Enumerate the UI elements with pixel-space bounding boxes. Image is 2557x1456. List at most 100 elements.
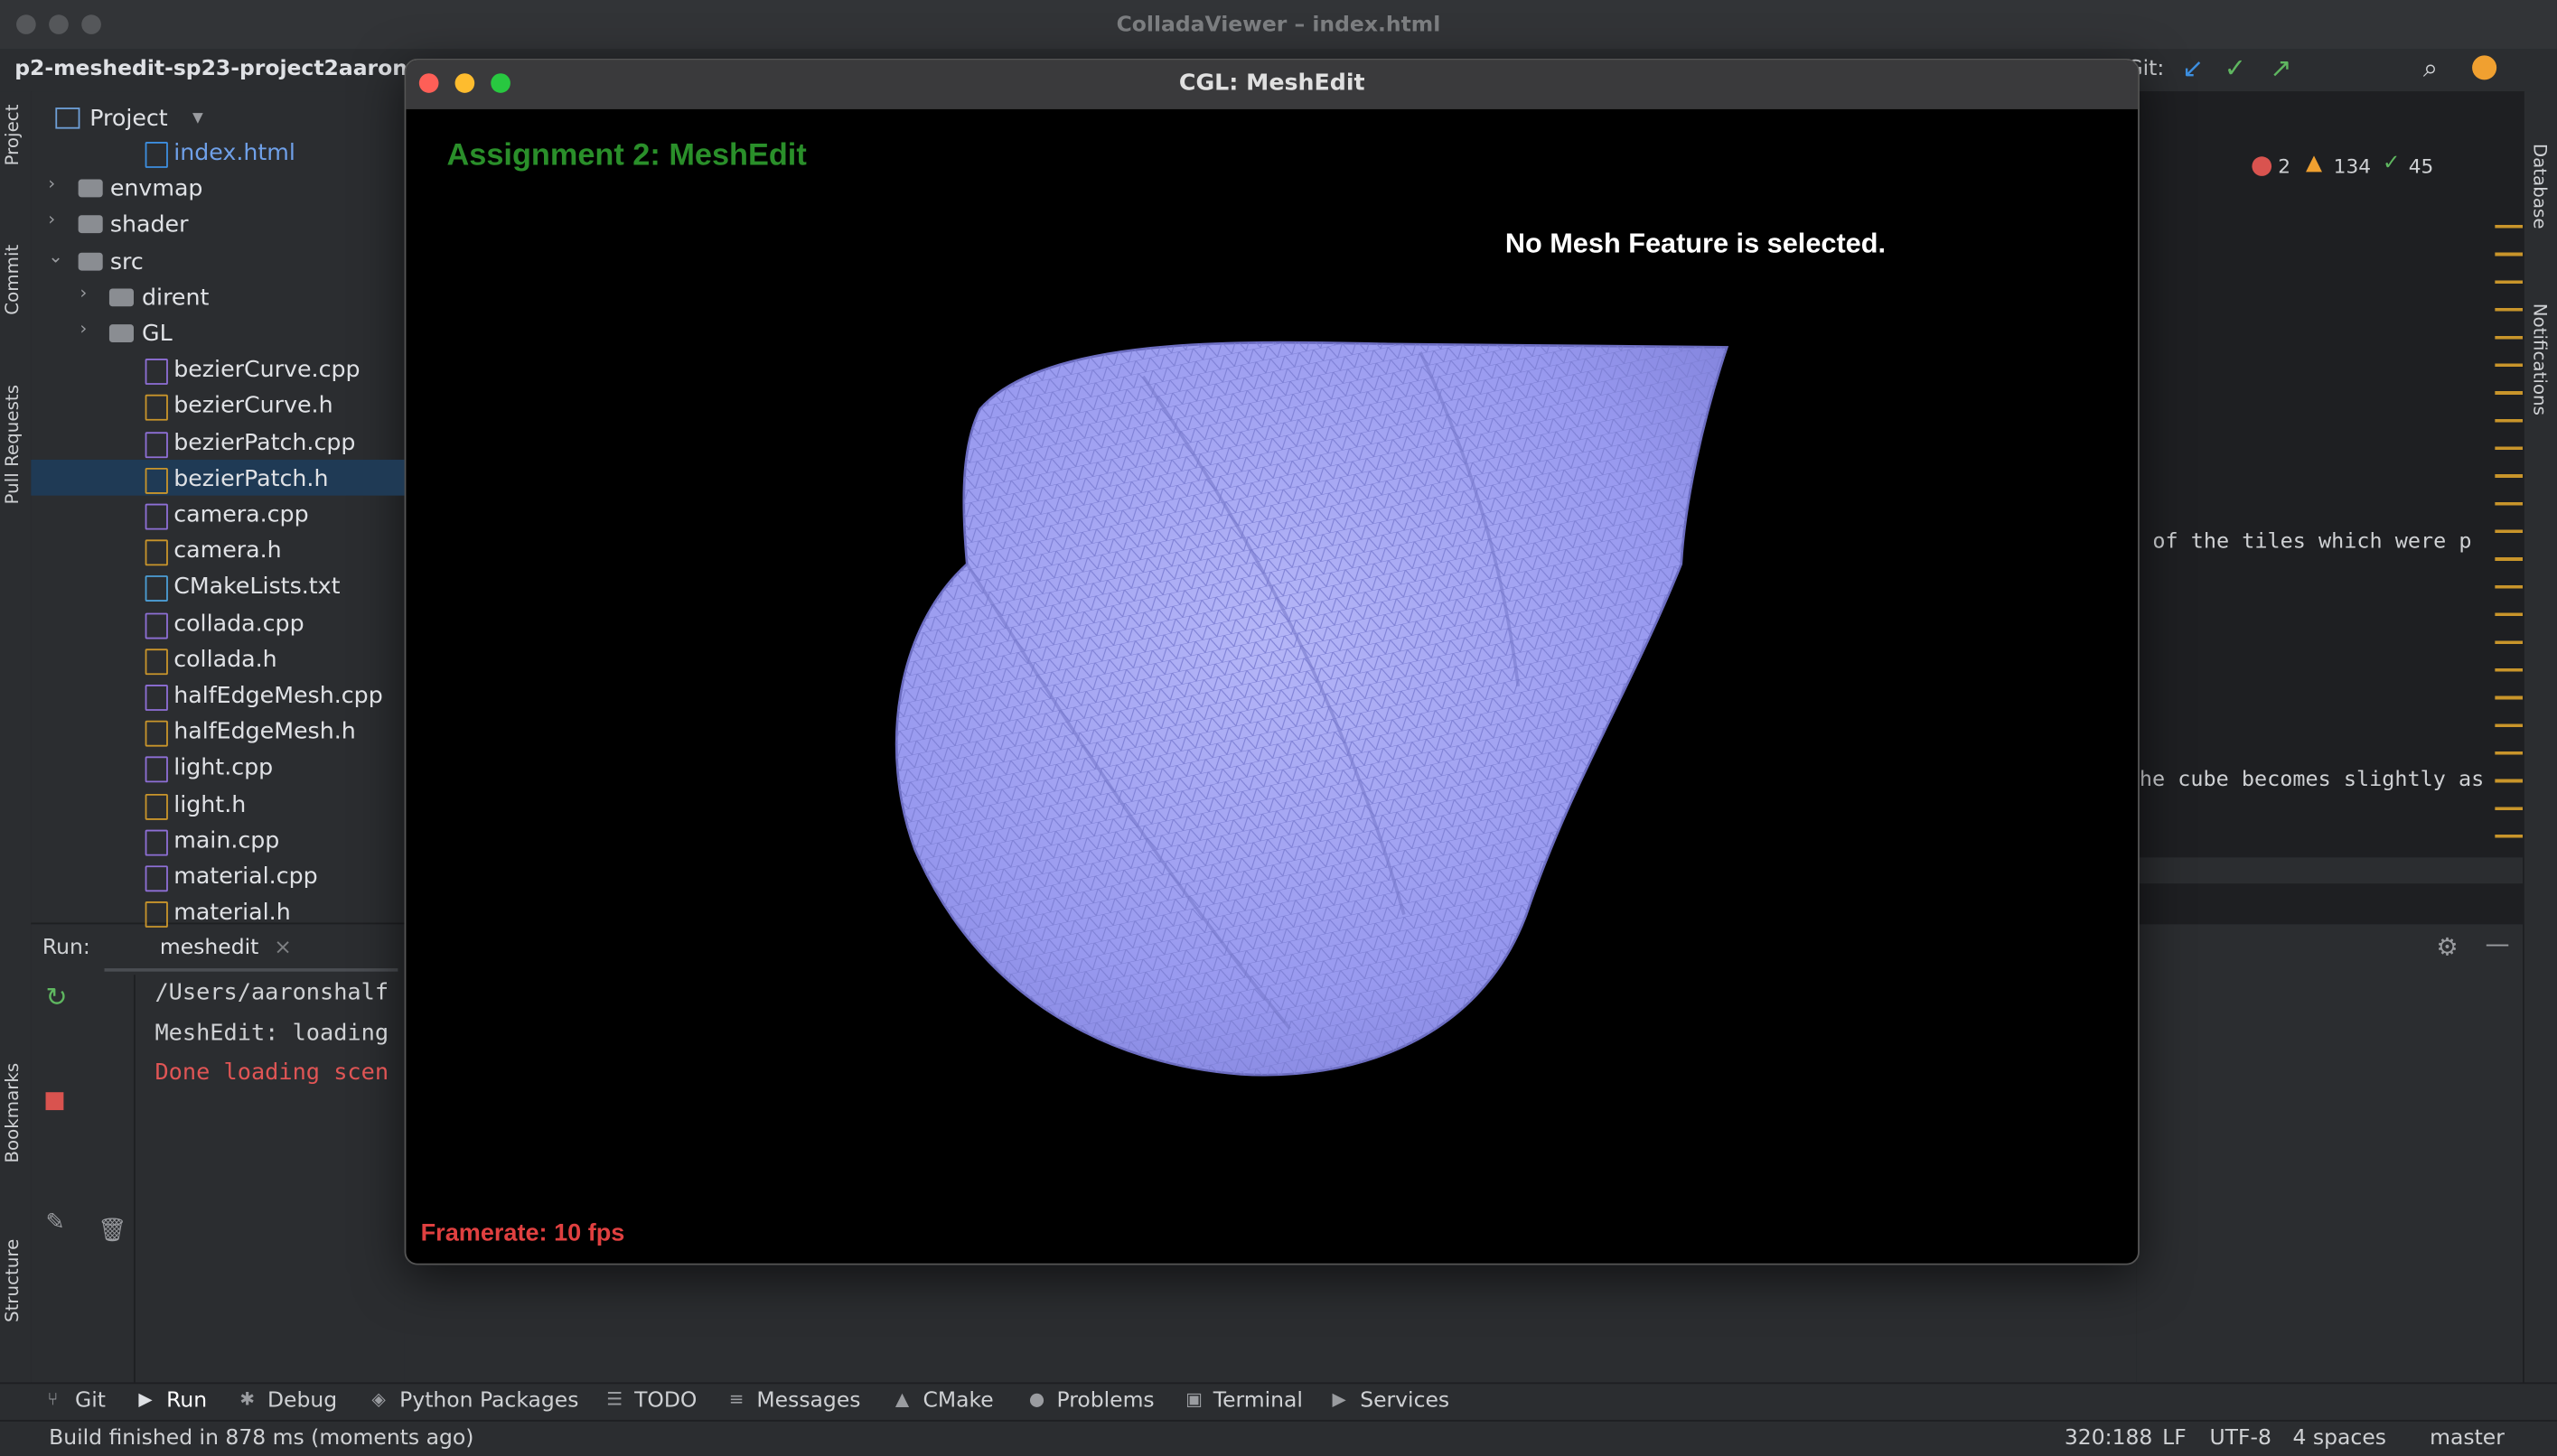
tool-tab[interactable]: TODO [634,1388,698,1414]
side-tool[interactable]: Notifications [2529,303,2551,415]
line-ending[interactable]: LF [2162,1426,2187,1451]
viewer-minimize[interactable] [454,73,475,93]
folder[interactable]: shader [109,212,189,239]
console-line: MeshEdit: loading [155,1019,389,1046]
file[interactable]: bezierCurve.cpp [173,357,361,384]
tool-tab[interactable]: Problems [1056,1388,1155,1414]
file[interactable]: bezierPatch.cpp [173,429,356,456]
update-button[interactable] [2472,55,2497,80]
error-count[interactable]: 2 [2278,154,2291,178]
file[interactable]: collada.h [173,647,277,674]
right-tool-strip [2523,91,2557,1419]
side-tool[interactable]: Pull Requests [1,384,23,505]
folder[interactable]: GL [142,321,173,348]
caret-position[interactable]: 320:188 [2064,1426,2153,1451]
status-message: Build finished in 878 ms (moments ago) [49,1426,474,1451]
file[interactable]: CMakeLists.txt [173,574,341,601]
run-tab[interactable]: meshedit [159,935,259,961]
expand-arrow[interactable]: › [80,317,88,340]
side-tool[interactable]: Bookmarks [1,1062,23,1163]
minimize-button[interactable] [49,14,69,34]
tool-tab[interactable]: Python Packages [399,1388,579,1414]
side-tool[interactable]: Structure [1,1238,23,1323]
ok-icon: ✓ [2382,151,2401,176]
tool-tab[interactable]: CMake [923,1388,994,1414]
tool-tab[interactable]: Git [75,1388,106,1414]
file-icon [144,142,167,168]
file[interactable]: camera.h [173,537,282,565]
file-icon [144,503,167,530]
folder-icon [108,324,134,343]
file[interactable]: halfEdgeMesh.h [173,719,356,746]
run-panel-right [2136,922,2524,1385]
rerun-button[interactable]: ↻ [45,981,68,1013]
file[interactable]: index.html [173,140,295,167]
git-push[interactable]: ↗ [2270,51,2292,84]
file-icon [144,575,167,602]
expand-arrow[interactable]: › [48,209,56,231]
zoom-button[interactable] [81,14,101,34]
dropdown-arrow[interactable]: ▾ [192,106,203,131]
mesh-view [894,341,1729,1077]
project-panel-title[interactable]: Project [89,106,168,133]
framerate: Framerate: 10 fps [420,1218,625,1247]
side-tool[interactable]: Database [2529,143,2551,229]
file-icon [144,359,167,386]
file[interactable]: main.cpp [173,827,280,854]
file[interactable]: material.cpp [173,863,318,891]
run-toolbar [31,975,136,1383]
tool-tab[interactable]: Services [1360,1388,1450,1414]
tool-tab[interactable]: Messages [756,1388,861,1414]
pin-button[interactable]: ✎ [45,1209,65,1237]
stop-button[interactable] [45,1092,64,1111]
side-tool[interactable]: Commit [1,244,23,315]
file[interactable]: collada.cpp [173,611,304,637]
tab-icon: ▣ [1185,1388,1203,1411]
console-line: /Users/aaronshalf [155,979,389,1006]
folder-icon [77,179,102,198]
expand-arrow[interactable]: ⌄ [48,245,63,267]
folder-icon [77,252,102,270]
side-tool[interactable]: Project [1,104,23,166]
indent[interactable]: 4 spaces [2292,1426,2387,1451]
tab-icon: ▶ [1332,1388,1346,1411]
expand-arrow[interactable]: › [48,173,56,195]
folder[interactable]: envmap [109,176,203,203]
editor-line: he cube becomes slightly as [2139,768,2485,793]
ok-count[interactable]: 45 [2408,154,2434,178]
console-line: Done loading scen [155,1059,389,1086]
tool-tab[interactable]: Terminal [1213,1388,1303,1414]
viewer-close[interactable] [418,73,439,93]
expand-arrow[interactable]: › [80,281,88,303]
close-tab[interactable]: × [274,935,292,961]
folder[interactable]: dirent [142,285,210,312]
file-icon [144,648,167,675]
hide-button[interactable]: — [2485,929,2510,959]
settings-button[interactable]: ⚙ [2436,932,2459,962]
encoding[interactable]: UTF-8 [2209,1426,2271,1451]
search-button[interactable]: ⌕ [2422,51,2439,84]
file[interactable]: light.cpp [173,755,274,782]
clear-button[interactable]: 🗑 [98,1218,127,1245]
git-commit[interactable]: ✓ [2224,51,2246,84]
tool-tab[interactable]: Run [166,1388,208,1414]
file[interactable]: bezierPatch.h [173,465,329,492]
git-update[interactable]: ↙ [2181,51,2205,84]
file-icon [144,757,167,784]
project-name[interactable]: p2-meshedit-sp23-project2aaron [14,57,407,82]
warning-count[interactable]: 134 [2333,154,2372,178]
close-button[interactable] [16,14,36,34]
project-icon [55,107,80,129]
file[interactable]: halfEdgeMesh.cpp [173,683,383,710]
status-bar [0,1419,2557,1456]
file[interactable]: light.h [173,791,247,818]
branch[interactable]: master [2430,1426,2505,1451]
file[interactable]: camera.cpp [173,501,309,528]
viewer-heading: Assignment 2: MeshEdit [446,138,807,173]
file[interactable]: material.h [173,900,291,927]
tool-tab-bar [0,1382,2557,1420]
viewer-zoom[interactable] [491,73,510,93]
tool-tab[interactable]: Debug [267,1388,338,1414]
file[interactable]: bezierCurve.h [173,393,333,420]
folder[interactable]: src [109,248,144,275]
